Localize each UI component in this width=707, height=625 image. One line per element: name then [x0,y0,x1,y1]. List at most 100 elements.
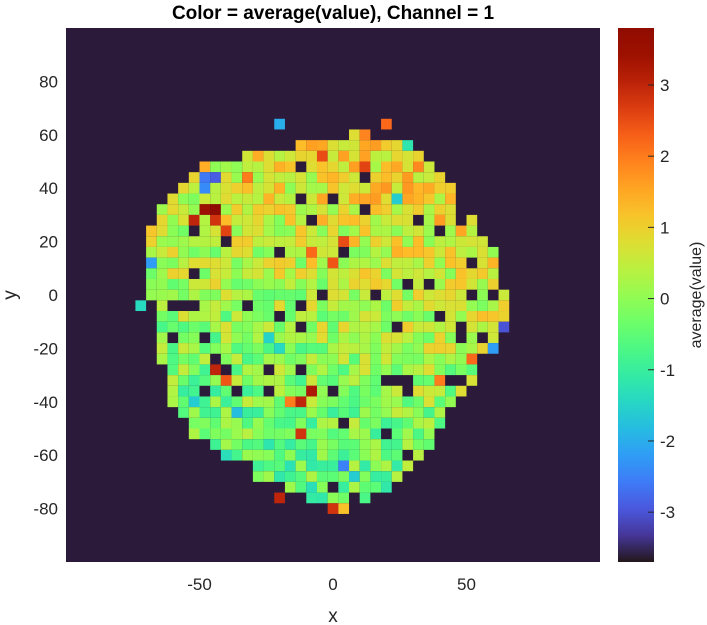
heatmap-cell [338,471,350,482]
heatmap-cell [252,428,264,440]
heatmap-cell [263,321,275,333]
heatmap-cell [156,289,168,301]
heatmap-cell [274,460,285,472]
heatmap-cell [295,182,307,194]
heatmap-cell [391,161,403,173]
heatmap-cell [210,321,221,333]
heatmap-cell [263,246,275,258]
heatmap-cell [316,311,328,322]
heatmap-cell [413,236,424,247]
heatmap-cell [146,278,157,290]
heatmap-cell [199,364,211,376]
heatmap-cell [284,353,296,365]
heatmap-cell [178,332,189,344]
heatmap-cell [242,364,253,376]
heatmap-cell [391,289,403,301]
heatmap-cell [434,417,446,429]
heatmap-cell [306,204,317,215]
heatmap-cell [284,172,296,183]
heatmap-cell [434,375,446,386]
heatmap-cell [402,172,414,183]
heatmap-cell [391,182,403,194]
heatmap-cell [167,289,179,301]
heatmap-cell [231,300,243,312]
heatmap-cell [338,193,350,205]
heatmap-cell [349,332,360,344]
heatmap-cell [391,278,403,290]
heatmap-cell [306,182,317,194]
heatmap-cell [295,140,307,151]
heatmap-cell [402,300,414,312]
heatmap-cell [316,300,328,312]
heatmap-cell [359,471,371,482]
heatmap-cell [349,172,360,183]
heatmap-cell [167,321,179,333]
heatmap-cell [231,439,243,450]
heatmap-cell [327,257,339,269]
heatmap-cell [455,364,467,376]
heatmap-cell [274,353,285,365]
heatmap-cell [231,193,243,205]
heatmap-cell [242,182,253,194]
heatmap-cell [220,332,232,344]
heatmap-cell [434,257,446,269]
heatmap-cell [413,311,424,322]
heatmap-cell [274,161,285,173]
heatmap-cell [274,182,285,194]
heatmap-cell [220,353,232,365]
heatmap-cell [445,385,456,397]
heatmap-cell [445,353,456,365]
heatmap-cell [338,172,350,183]
heatmap-cell [316,193,328,205]
heatmap-cell [359,343,371,354]
colorbar [618,28,654,562]
heatmap-cell [252,289,264,301]
heatmap-cell [391,428,403,440]
heatmap-cell [349,343,360,354]
heatmap-cell [445,343,456,354]
heatmap-cell [423,311,435,322]
heatmap-cell [423,193,435,205]
heatmap-cell [434,321,446,333]
heatmap-cell [231,204,243,215]
heatmap-cell [455,225,467,237]
heatmap-cell [306,343,317,354]
heatmap-cell [359,428,371,440]
heatmap-cell [381,289,392,301]
heatmap-cell [359,492,371,504]
heatmap-cell [306,300,317,312]
heatmap-cell [274,268,285,279]
heatmap-cell [167,246,179,258]
heatmap-cell [188,257,200,269]
heatmap-cell [295,343,307,354]
heatmap-cell [445,364,456,376]
heatmap-cell [338,289,350,301]
heatmap-cell [413,278,424,290]
heatmap-cell [220,449,232,461]
heatmap-cell [220,257,232,269]
heatmap-cell [306,481,317,493]
heatmap-cell [338,375,350,386]
heatmap-cell [252,385,264,397]
heatmap-cell [316,204,328,215]
heatmap-cell [423,289,435,301]
heatmap-cell [252,278,264,290]
heatmap-cell [391,140,403,151]
heatmap-cell [188,353,200,365]
heatmap-cell [466,375,478,386]
heatmap-cell [178,375,189,386]
heatmap-cell [359,321,371,333]
heatmap-cell [316,407,328,418]
heatmap-cell [466,300,478,312]
heatmap-cell [423,246,435,258]
heatmap-cell [167,214,179,226]
heatmap-cell [306,492,317,504]
heatmap-cell [263,375,275,386]
heatmap-cell [188,385,200,397]
heatmap-cell [188,182,200,194]
heatmap-cell [252,396,264,408]
heatmap-cell [402,182,414,194]
heatmap-cell [252,161,264,173]
heatmap-cell [167,257,179,269]
heatmap-cell [284,225,296,237]
